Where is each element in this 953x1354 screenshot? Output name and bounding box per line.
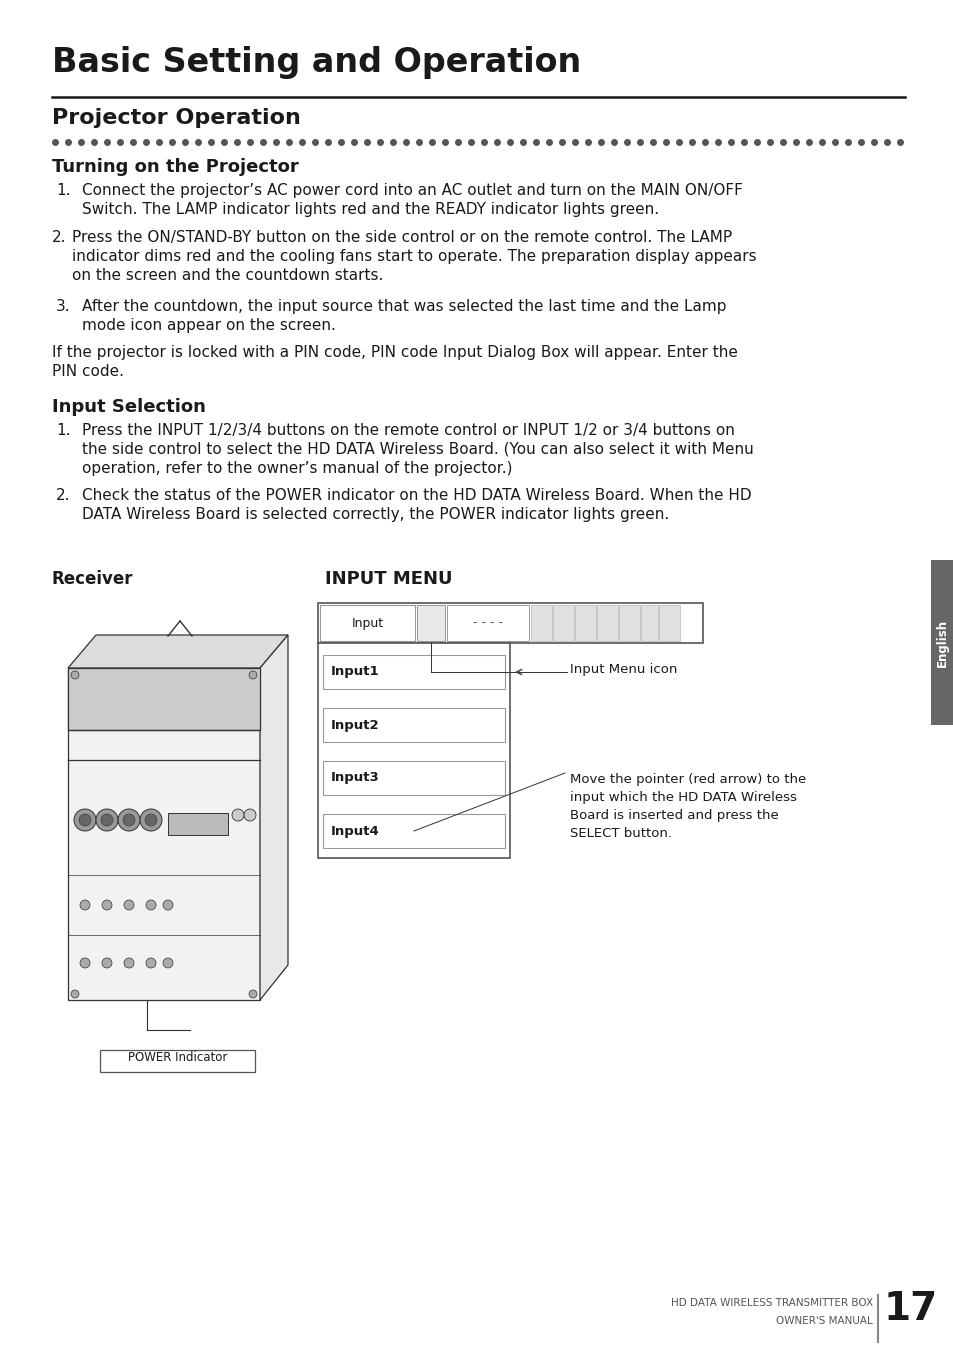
Text: Move the pointer (red arrow) to the
input which the HD DATA Wireless
Board is in: Move the pointer (red arrow) to the inpu… <box>569 773 805 839</box>
Text: HD DATA WIRELESS TRANSMITTER BOX: HD DATA WIRELESS TRANSMITTER BOX <box>670 1298 872 1308</box>
Circle shape <box>145 814 157 826</box>
Bar <box>930 561 953 724</box>
Text: Projector Operation: Projector Operation <box>52 108 300 129</box>
Text: Input4: Input4 <box>331 825 379 838</box>
Bar <box>447 605 529 640</box>
Bar <box>531 605 552 640</box>
Bar <box>659 605 679 640</box>
Circle shape <box>74 808 96 831</box>
Text: OWNER'S MANUAL: OWNER'S MANUAL <box>776 1316 872 1326</box>
Text: Basic Setting and Operation: Basic Setting and Operation <box>52 46 580 79</box>
Bar <box>618 605 639 640</box>
Text: POWER Indicator: POWER Indicator <box>128 1051 227 1064</box>
Bar <box>319 605 415 640</box>
Text: English: English <box>935 619 948 666</box>
Polygon shape <box>260 635 288 1001</box>
Circle shape <box>232 808 244 821</box>
Circle shape <box>80 959 90 968</box>
Text: Receiver: Receiver <box>52 570 133 588</box>
Text: Switch. The LAMP indicator lights red and the READY indicator lights green.: Switch. The LAMP indicator lights red an… <box>82 202 659 217</box>
Text: Turning on the Projector: Turning on the Projector <box>52 158 298 176</box>
Text: Input1: Input1 <box>331 666 379 678</box>
Text: 1.: 1. <box>56 422 71 437</box>
Bar <box>553 605 574 640</box>
Text: 17: 17 <box>882 1290 937 1328</box>
FancyBboxPatch shape <box>100 1049 254 1072</box>
Text: INPUT MENU: INPUT MENU <box>325 570 452 588</box>
Circle shape <box>124 900 133 910</box>
Circle shape <box>249 672 256 678</box>
Bar <box>323 814 504 848</box>
Bar <box>597 605 618 640</box>
Text: Input Menu icon: Input Menu icon <box>569 663 677 677</box>
Circle shape <box>123 814 135 826</box>
Circle shape <box>249 990 256 998</box>
Circle shape <box>71 672 79 678</box>
Circle shape <box>79 814 91 826</box>
Circle shape <box>244 808 255 821</box>
Circle shape <box>102 900 112 910</box>
Text: After the countdown, the input source that was selected the last time and the La: After the countdown, the input source th… <box>82 299 726 314</box>
Circle shape <box>146 959 156 968</box>
Circle shape <box>80 900 90 910</box>
Text: the side control to select the HD DATA Wireless Board. (You can also select it w: the side control to select the HD DATA W… <box>82 441 753 458</box>
Circle shape <box>163 900 172 910</box>
Bar <box>168 812 228 835</box>
Text: on the screen and the countdown starts.: on the screen and the countdown starts. <box>71 268 383 283</box>
Text: 3.: 3. <box>56 299 71 314</box>
Circle shape <box>118 808 140 831</box>
Polygon shape <box>68 668 260 1001</box>
Circle shape <box>140 808 162 831</box>
Bar <box>640 605 658 640</box>
Text: Input: Input <box>351 616 383 630</box>
Bar <box>317 643 510 858</box>
Bar <box>575 605 596 640</box>
Text: 2.: 2. <box>56 487 71 502</box>
Text: Press the INPUT 1/2/3/4 buttons on the remote control or INPUT 1/2 or 3/4 button: Press the INPUT 1/2/3/4 buttons on the r… <box>82 422 734 437</box>
Text: mode icon appear on the screen.: mode icon appear on the screen. <box>82 318 335 333</box>
Circle shape <box>96 808 118 831</box>
Circle shape <box>146 900 156 910</box>
Text: Input3: Input3 <box>331 772 379 784</box>
Bar <box>323 655 504 689</box>
Text: 2.: 2. <box>52 230 67 245</box>
Circle shape <box>124 959 133 968</box>
Text: - - - -: - - - - <box>473 616 502 630</box>
Circle shape <box>71 990 79 998</box>
Bar <box>317 603 702 643</box>
Text: operation, refer to the owner’s manual of the projector.): operation, refer to the owner’s manual o… <box>82 460 512 477</box>
Text: DATA Wireless Board is selected correctly, the POWER indicator lights green.: DATA Wireless Board is selected correctl… <box>82 506 669 523</box>
Bar <box>416 605 444 640</box>
Text: 1.: 1. <box>56 183 71 198</box>
Bar <box>323 761 504 795</box>
Text: If the projector is locked with a PIN code, PIN code Input Dialog Box will appea: If the projector is locked with a PIN co… <box>52 345 737 360</box>
Text: Connect the projector’s AC power cord into an AC outlet and turn on the MAIN ON/: Connect the projector’s AC power cord in… <box>82 183 742 198</box>
Text: Check the status of the POWER indicator on the HD DATA Wireless Board. When the : Check the status of the POWER indicator … <box>82 487 751 502</box>
Polygon shape <box>68 635 288 668</box>
Bar <box>323 708 504 742</box>
FancyArrowPatch shape <box>517 669 521 674</box>
Text: Input2: Input2 <box>331 719 379 731</box>
Circle shape <box>102 959 112 968</box>
Text: PIN code.: PIN code. <box>52 364 124 379</box>
Circle shape <box>163 959 172 968</box>
Polygon shape <box>68 668 260 730</box>
Text: Input Selection: Input Selection <box>52 398 206 416</box>
Circle shape <box>101 814 112 826</box>
Text: Press the ON/STAND-BY button on the side control or on the remote control. The L: Press the ON/STAND-BY button on the side… <box>71 230 731 245</box>
Text: indicator dims red and the cooling fans start to operate. The preparation displa: indicator dims red and the cooling fans … <box>71 249 756 264</box>
